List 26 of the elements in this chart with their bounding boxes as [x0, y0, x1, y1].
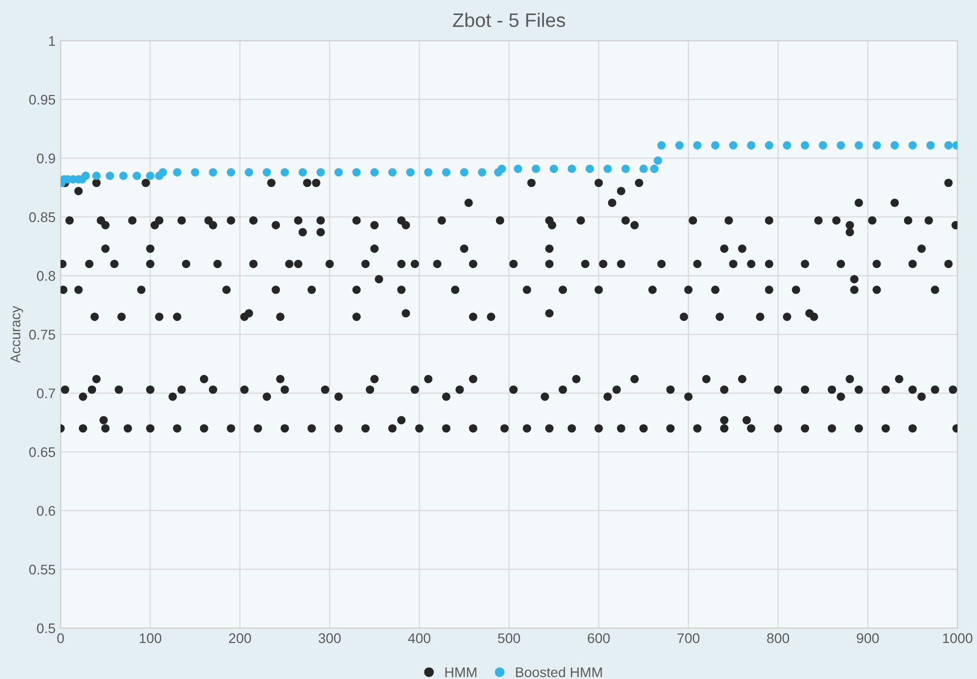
y-tick-label: 0.85 [29, 212, 56, 222]
y-tick-label: 0.75 [29, 330, 56, 340]
y-tick-label: 1 [49, 36, 56, 46]
y-tick-label: 0.95 [29, 94, 56, 105]
x-tick-label: 100 [140, 633, 162, 644]
x-tick-label: 600 [588, 633, 610, 644]
x-tick-label: 500 [498, 633, 520, 644]
x-tick-label: 200 [229, 633, 251, 644]
x-tick-label: 900 [856, 633, 879, 644]
legend-label: Boosted HMM [516, 667, 602, 678]
y-tick-label: 0.5 [36, 623, 56, 634]
y-tick-label: 0.8 [36, 271, 56, 281]
x-tick-label: 800 [767, 633, 790, 644]
chart-title: Zbot - 5 Files [452, 12, 566, 28]
y-tick-label: 0.55 [29, 564, 56, 575]
y-tick-label: 0.9 [36, 154, 56, 164]
x-tick-label: 400 [408, 633, 430, 644]
x-tick-label: 700 [678, 633, 700, 644]
y-tick-label: 0.65 [29, 447, 56, 458]
y-tick-label: 0.7 [36, 388, 56, 398]
legend-label: HMM [445, 668, 476, 678]
x-tick-label: 1000 [943, 633, 972, 644]
x-tick-label: 0 [57, 633, 64, 644]
x-tick-label: 300 [318, 633, 341, 644]
y-axis-title: Accuracy [10, 306, 24, 363]
y-tick-label: 0.6 [36, 506, 56, 516]
